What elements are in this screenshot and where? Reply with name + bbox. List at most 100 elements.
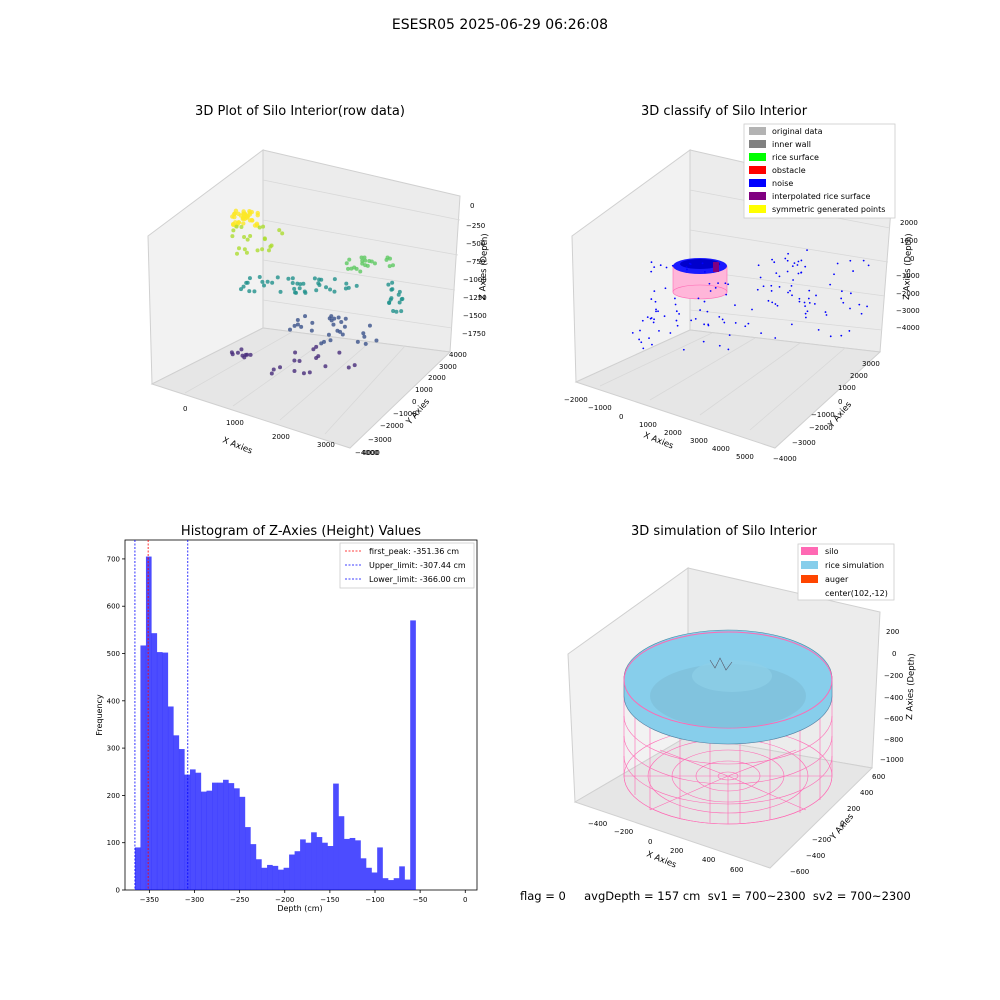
panel1-point xyxy=(362,334,367,339)
histogram-bar xyxy=(140,645,147,890)
p2-legend-label-1: inner wall xyxy=(772,140,811,149)
panel2-noise-point xyxy=(751,308,753,311)
panel1-point xyxy=(301,281,306,286)
panel1-point xyxy=(359,255,364,260)
panel1-point xyxy=(248,352,253,357)
panel1-point xyxy=(349,266,354,271)
panel1-point xyxy=(389,296,394,301)
p2-ztick-3: −1000 xyxy=(896,272,920,280)
panel1-point xyxy=(242,247,247,252)
panel2-noise-point xyxy=(825,314,828,316)
p2-legend-swatch-3 xyxy=(749,166,766,174)
panel2-classified-cylinder xyxy=(672,258,728,300)
p2-ztick-4: −2000 xyxy=(896,290,920,298)
panel1-point xyxy=(328,338,333,343)
histogram-bar xyxy=(217,782,224,890)
panel1-point xyxy=(355,339,360,344)
p1-ztick-0: 0 xyxy=(470,202,474,210)
panel4-rice-surface xyxy=(623,629,833,745)
p4-ztick-4: −600 xyxy=(884,715,903,723)
p4-ytick-6: 600 xyxy=(872,773,885,781)
panel1-point xyxy=(337,350,342,355)
panel2-noise-point xyxy=(714,286,717,289)
panel1-point xyxy=(299,324,304,329)
panel1-point xyxy=(367,323,372,328)
p1-zlabel: Z Axies (Depth) xyxy=(478,233,490,300)
panel1-point xyxy=(303,314,308,319)
panel2-noise-point xyxy=(653,290,656,293)
panel1-point xyxy=(332,277,337,282)
panel2-noise-point xyxy=(734,304,736,307)
panel1-point xyxy=(247,276,252,281)
panel1-point xyxy=(271,367,276,372)
panel2-noise-point xyxy=(778,275,781,278)
panel1-point xyxy=(319,277,324,282)
panel1-point xyxy=(316,281,321,286)
panel1-point xyxy=(292,286,297,291)
panel2-noise-point xyxy=(829,335,832,338)
panel1-point xyxy=(309,328,314,333)
panel2-noise-point xyxy=(701,262,704,265)
panel1-point xyxy=(323,364,328,369)
panel1-point xyxy=(245,214,251,219)
panel2-noise-point xyxy=(860,312,863,315)
panel2-noise-point xyxy=(756,288,759,291)
p1-xtick-2: 2000 xyxy=(272,433,290,441)
panel2-noise-point xyxy=(727,348,730,351)
panel2-noise-point xyxy=(646,316,649,318)
histogram-chart: −350 −300 −250 −200 −150 −100 −50 0 0 100 200 300 4… xyxy=(95,539,478,913)
p1-ytick-7: 3000 xyxy=(439,363,457,371)
panel1-point xyxy=(265,279,270,284)
p2-ytick-2: −2000 xyxy=(809,424,833,432)
p4-legend-swatch-0 xyxy=(801,547,818,555)
p2-ztick-1: 1000 xyxy=(900,237,918,245)
panel1-point xyxy=(390,280,395,285)
panel2-floor-pane xyxy=(574,329,882,449)
p1-ztick-3: −750 xyxy=(466,258,485,266)
histogram-ytick-label: 0 xyxy=(116,887,120,895)
panel1-point xyxy=(312,276,317,281)
panel2-noise-point xyxy=(840,334,843,337)
panel1-point xyxy=(297,358,302,363)
panel1-point xyxy=(230,234,235,239)
p2-ytick-1: −3000 xyxy=(792,439,816,447)
panel1-point xyxy=(372,261,377,266)
histogram-bar xyxy=(151,633,158,890)
panel2-noise-point xyxy=(648,337,650,340)
panel2-noise-point xyxy=(718,344,721,347)
panel2-noise-point xyxy=(787,252,790,255)
status-footer: flag = 0 avgDepth = 157 cm sv1 = 700~230… xyxy=(520,889,911,903)
panel2-noise-point xyxy=(808,289,811,292)
panel2-noise-point xyxy=(707,323,710,326)
panel2-noise-point xyxy=(651,343,653,346)
panel1-point xyxy=(340,332,345,337)
panel1-point xyxy=(314,288,319,293)
histogram-reference-lines xyxy=(134,540,189,890)
p4-xtick-0: −400 xyxy=(588,820,607,828)
panel2-noise-point xyxy=(791,294,793,297)
p1-ztick-4: −1000 xyxy=(463,276,487,284)
panel2-noise-point xyxy=(659,264,662,267)
panel4-legend: silo rice simulation auger center(102,-1… xyxy=(797,543,895,601)
p1-ztick-5: −1250 xyxy=(463,294,487,302)
p4-xtick-5: 600 xyxy=(730,866,743,874)
hist-legend-label-1: Upper_limit: -307.44 cm xyxy=(369,561,466,570)
histogram-bar xyxy=(239,796,246,890)
panel2-noise-point xyxy=(664,287,667,290)
p2-legend-label-6: symmetric generated points xyxy=(772,205,885,214)
panel1-floor-pane xyxy=(150,327,452,449)
panel1-point xyxy=(269,243,274,248)
panel2-noise-point xyxy=(776,304,779,307)
panel1-point xyxy=(262,237,267,242)
panel2-noise-point xyxy=(762,285,765,288)
histogram-bar xyxy=(410,620,416,890)
panel1-point xyxy=(236,220,241,225)
panel1-point xyxy=(303,290,308,295)
panel1-point xyxy=(336,315,341,320)
p4-legend-swatch-1 xyxy=(801,561,818,569)
panel2-noise-point xyxy=(678,313,680,315)
p2-legend-label-5: interpolated rice surface xyxy=(772,192,870,201)
panel2-noise-point xyxy=(848,330,851,332)
panel2-noise-point xyxy=(703,323,706,326)
panel1-point xyxy=(387,264,392,269)
